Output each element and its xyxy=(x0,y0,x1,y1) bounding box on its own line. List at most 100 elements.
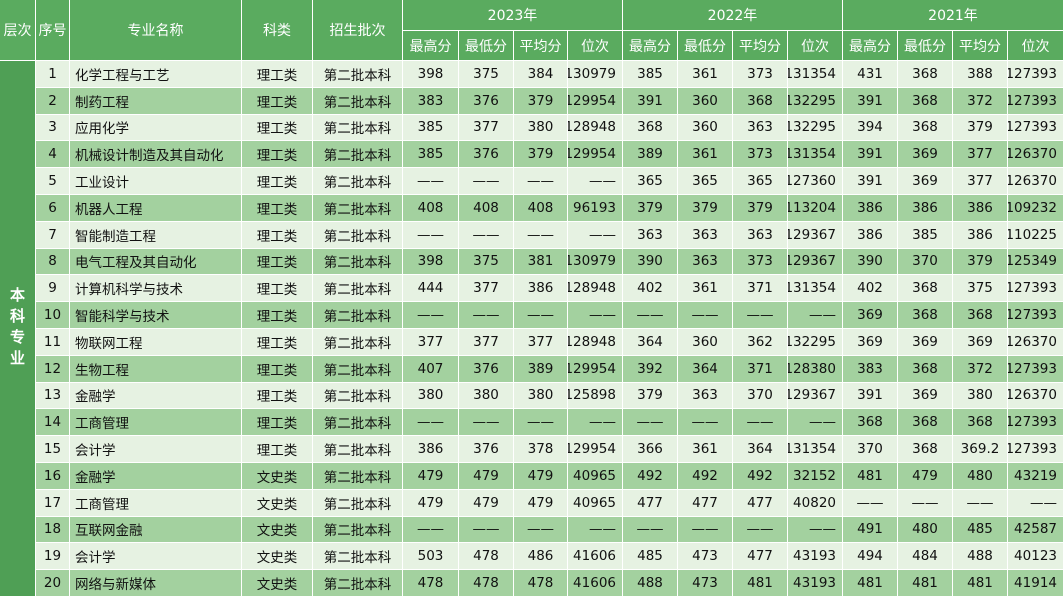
score: 371 xyxy=(733,355,788,383)
score: —— xyxy=(403,221,459,249)
rank: 129367 xyxy=(788,221,843,249)
score: 492 xyxy=(733,463,788,490)
major-name: 制药工程 xyxy=(70,87,242,115)
category: 理工类 xyxy=(242,275,313,303)
row-index: 2 xyxy=(36,87,70,115)
metric-header: 最低分 xyxy=(898,31,953,61)
score: 481 xyxy=(843,570,898,597)
score: 361 xyxy=(678,141,733,169)
score: 379 xyxy=(678,195,733,222)
score: 373 xyxy=(733,141,788,169)
score: 488 xyxy=(953,543,1008,571)
score: 484 xyxy=(898,543,953,571)
score: 360 xyxy=(678,114,733,142)
score: 372 xyxy=(953,87,1008,115)
score: 386 xyxy=(514,275,568,303)
rank: 129367 xyxy=(788,382,843,410)
score: 391 xyxy=(623,87,678,115)
score: 398 xyxy=(403,61,459,88)
score: 486 xyxy=(514,543,568,571)
column-header: 序号 xyxy=(36,0,70,61)
score: 370 xyxy=(898,248,953,276)
score: 380 xyxy=(459,382,514,410)
score: —— xyxy=(403,516,459,544)
score: 479 xyxy=(514,489,568,517)
rank: 126370 xyxy=(1008,329,1064,356)
score: 385 xyxy=(623,61,678,88)
rank: —— xyxy=(1008,489,1064,517)
rank: 132295 xyxy=(788,87,843,115)
rank: 42587 xyxy=(1008,516,1064,544)
row-index: 14 xyxy=(36,409,70,437)
score: 390 xyxy=(623,248,678,276)
category: 理工类 xyxy=(242,61,313,88)
score: 377 xyxy=(459,114,514,142)
column-header: 专业名称 xyxy=(70,0,242,61)
score: 386 xyxy=(953,195,1008,222)
rank: 40965 xyxy=(568,489,623,517)
rank: 125898 xyxy=(568,382,623,410)
score: 369 xyxy=(898,168,953,195)
score: 385 xyxy=(898,221,953,249)
major-name: 金融学 xyxy=(70,463,242,490)
score: 477 xyxy=(678,489,733,517)
metric-header: 平均分 xyxy=(733,31,788,61)
score: 377 xyxy=(514,329,568,356)
score: 363 xyxy=(678,221,733,249)
score: 477 xyxy=(733,543,788,571)
score: 376 xyxy=(459,436,514,463)
rank: —— xyxy=(788,409,843,437)
score: 384 xyxy=(514,61,568,88)
score: 492 xyxy=(623,463,678,490)
score: 481 xyxy=(898,570,953,597)
score: 391 xyxy=(843,141,898,169)
score: 478 xyxy=(459,570,514,597)
score: 368 xyxy=(733,87,788,115)
rank: 129954 xyxy=(568,141,623,169)
score: 371 xyxy=(733,275,788,303)
score: 479 xyxy=(403,463,459,490)
category: 理工类 xyxy=(242,221,313,249)
score: —— xyxy=(678,409,733,437)
rank: 41606 xyxy=(568,543,623,571)
score: 364 xyxy=(623,329,678,356)
rank: 129954 xyxy=(568,436,623,463)
category: 文史类 xyxy=(242,463,313,490)
rank: 128948 xyxy=(568,275,623,303)
score: 402 xyxy=(843,275,898,303)
major-name: 机器人工程 xyxy=(70,195,242,222)
score: 365 xyxy=(678,168,733,195)
score: 388 xyxy=(953,61,1008,88)
score: 361 xyxy=(678,436,733,463)
year-header: 2023年 xyxy=(403,0,623,31)
score: 375 xyxy=(459,61,514,88)
score: 369 xyxy=(843,329,898,356)
score: 408 xyxy=(459,195,514,222)
score: 370 xyxy=(733,382,788,410)
score: 363 xyxy=(623,221,678,249)
score: 364 xyxy=(678,355,733,383)
score: 491 xyxy=(843,516,898,544)
score: 366 xyxy=(623,436,678,463)
major-name: 生物工程 xyxy=(70,355,242,383)
major-name: 机械设计制造及其自动化 xyxy=(70,141,242,169)
score: 368 xyxy=(953,302,1008,329)
score: 363 xyxy=(678,382,733,410)
score: 368 xyxy=(623,114,678,142)
row-index: 18 xyxy=(36,516,70,544)
score: 379 xyxy=(623,382,678,410)
column-header: 科类 xyxy=(242,0,313,61)
row-index: 8 xyxy=(36,248,70,276)
score: 376 xyxy=(459,87,514,115)
score: 408 xyxy=(403,195,459,222)
rank: 128948 xyxy=(568,114,623,142)
major-name: 化学工程与工艺 xyxy=(70,61,242,88)
score: 390 xyxy=(843,248,898,276)
score: —— xyxy=(514,516,568,544)
category: 理工类 xyxy=(242,168,313,195)
metric-header: 最高分 xyxy=(623,31,678,61)
score: —— xyxy=(514,409,568,437)
score: —— xyxy=(403,409,459,437)
score: 364 xyxy=(733,436,788,463)
score: 369 xyxy=(898,382,953,410)
